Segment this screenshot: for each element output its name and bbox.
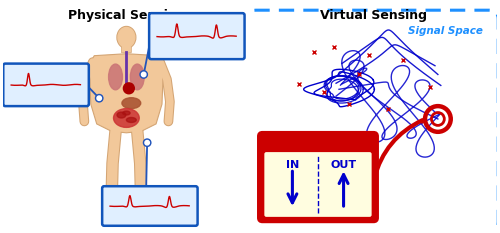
Text: Flux:: Flux: xyxy=(302,141,334,151)
Ellipse shape xyxy=(126,117,136,122)
FancyBboxPatch shape xyxy=(4,64,89,106)
FancyBboxPatch shape xyxy=(264,152,372,217)
Text: OUT: OUT xyxy=(330,160,356,170)
Text: IN: IN xyxy=(286,160,299,170)
Ellipse shape xyxy=(108,64,122,90)
FancyBboxPatch shape xyxy=(258,132,378,222)
Ellipse shape xyxy=(118,27,135,47)
Ellipse shape xyxy=(130,64,144,90)
Ellipse shape xyxy=(114,109,139,127)
Circle shape xyxy=(140,71,147,78)
Text: Physical Sensing: Physical Sensing xyxy=(68,9,185,22)
Circle shape xyxy=(144,139,151,146)
Text: Signal Space: Signal Space xyxy=(408,26,482,36)
FancyBboxPatch shape xyxy=(122,39,132,53)
Circle shape xyxy=(142,72,146,77)
Ellipse shape xyxy=(117,112,126,118)
FancyBboxPatch shape xyxy=(149,13,244,59)
Text: Virtual Sensing: Virtual Sensing xyxy=(320,9,427,22)
Circle shape xyxy=(96,95,103,102)
Polygon shape xyxy=(90,54,164,133)
Circle shape xyxy=(97,96,102,100)
Ellipse shape xyxy=(122,98,141,109)
Circle shape xyxy=(124,83,134,94)
Ellipse shape xyxy=(122,111,130,115)
FancyBboxPatch shape xyxy=(102,186,198,226)
Circle shape xyxy=(145,140,150,145)
FancyBboxPatch shape xyxy=(247,10,498,231)
Ellipse shape xyxy=(117,27,136,48)
